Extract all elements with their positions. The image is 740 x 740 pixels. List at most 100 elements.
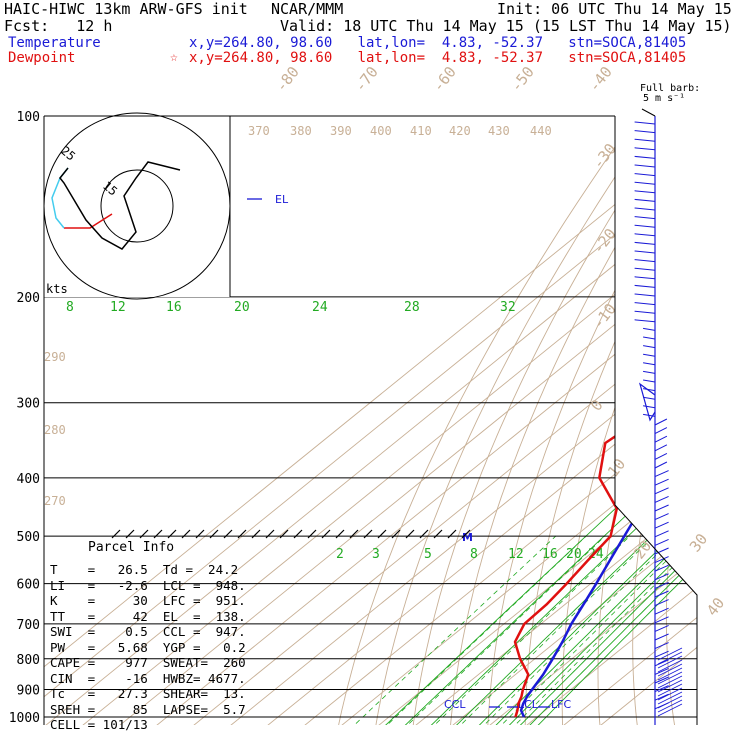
mixing-ratio-label: 5	[424, 547, 432, 562]
parcel-info-row: K = 30 LFC = 951.	[50, 593, 246, 608]
wind-barb	[634, 293, 656, 297]
wind-barb	[634, 216, 656, 220]
mixing-ratio-label: 24	[588, 547, 604, 562]
wind-barb	[654, 607, 669, 615]
parcel-info-row: CAPE = 977 SWEAT= 260	[50, 655, 246, 670]
dry-adiabat-line	[731, 89, 740, 730]
wind-barb	[654, 470, 669, 478]
freezing-level-hatch	[391, 529, 401, 539]
freezing-level-hatch	[363, 529, 373, 539]
isotherm-label: -40	[585, 63, 616, 95]
parcel-info-row: PW = 5.68 YGP = 0.2	[50, 639, 246, 655]
wind-barb	[654, 693, 669, 701]
theta-label: 380	[290, 124, 312, 138]
star-icon: ☆	[170, 50, 178, 65]
wind-barb	[634, 130, 656, 134]
wind-speed-unit: kts	[46, 282, 68, 296]
init-time: Init: 06 UTC Thu 14 May 15	[497, 0, 732, 18]
temperature-location: x,y=264.80, 98.60 lat,lon= 4.83, -52.37 …	[189, 35, 687, 51]
wind-barb	[638, 382, 656, 422]
mixing-ratio-line	[400, 296, 697, 725]
wind-barb	[654, 624, 669, 632]
wind-barb	[634, 250, 656, 254]
forecast-hour: Fcst: 12 h	[4, 17, 113, 35]
isotherm-line	[335, 116, 697, 725]
freezing-level-hatch	[265, 529, 275, 539]
dry-adiabat-line	[374, 116, 676, 725]
freezing-level-hatch	[125, 529, 135, 539]
mixing-ratio-line	[504, 296, 697, 725]
isotherm-label: 20	[630, 537, 655, 562]
mixing-ratio-label: 8	[470, 547, 478, 562]
wind-barb	[654, 685, 669, 693]
wind-barb	[634, 310, 656, 314]
wind-barb	[654, 667, 669, 675]
isotherm-line	[409, 116, 697, 725]
wind-barb	[643, 370, 656, 374]
wind-barb	[634, 302, 656, 306]
mixing-ratio-line	[426, 296, 697, 725]
chart-title: HAIC-HIWC 13km ARW-GFS init	[4, 0, 248, 18]
wind-barb	[643, 396, 656, 400]
freezing-level-hatch	[279, 529, 289, 539]
pressure-tick-label: 300	[17, 397, 40, 412]
pressure-tick-label: 500	[17, 530, 40, 545]
temperature-legend: Temperature	[8, 35, 101, 51]
wind-barb	[634, 233, 656, 237]
mixing-ratio-label: 20	[234, 300, 250, 315]
parcel-info-row: TT = 42 EL = 138.	[50, 608, 246, 624]
wind-barb	[634, 190, 656, 194]
wind-barb	[654, 435, 668, 443]
wind-barb	[657, 675, 683, 689]
wind-barb	[654, 599, 669, 607]
wind-barb	[643, 345, 656, 349]
wind-barb	[657, 663, 683, 677]
wind-barb	[654, 676, 669, 684]
pressure-tick-label: 200	[17, 291, 40, 306]
m-marker-label: M	[462, 531, 473, 544]
wind-barb	[654, 642, 669, 650]
theta-label: 440	[530, 124, 552, 138]
theta-label: 290	[44, 350, 66, 364]
wind-barb	[634, 224, 656, 228]
pressure-tick-label: 900	[17, 683, 40, 698]
hodograph-ring	[100, 169, 174, 243]
moist-adiabat-line	[510, 535, 697, 725]
wind-barb	[654, 564, 669, 572]
wind-barb	[634, 164, 656, 168]
mixing-ratio-line	[533, 296, 697, 725]
isotherm-line	[594, 116, 697, 725]
wind-barb	[654, 547, 669, 555]
freezing-level-hatch	[461, 529, 471, 539]
model-org: NCAR/MMM	[271, 0, 344, 18]
wind-barb	[654, 633, 669, 641]
isotherm-line	[187, 116, 697, 725]
parcel-info-row: T = 26.5 Td = 24.2	[50, 562, 239, 577]
dry-adiabat-line	[412, 116, 694, 725]
wind-barb	[657, 651, 683, 665]
isotherm-label: -70	[351, 63, 382, 95]
isotherm-line	[446, 116, 697, 725]
level-label-el: EL	[275, 193, 289, 206]
isotherm-line	[372, 116, 697, 725]
dewpoint-legend: Dewpoint	[8, 50, 76, 66]
dry-adiabat-line	[524, 116, 697, 725]
isotherm-line	[520, 116, 697, 725]
wind-barb	[634, 319, 656, 323]
wind-barb	[654, 504, 669, 512]
wind-barb	[654, 556, 669, 564]
wind-barb	[654, 495, 669, 503]
moist-adiabat-line	[349, 535, 557, 725]
wind-barb	[634, 121, 656, 125]
theta-label: 280	[44, 423, 66, 437]
wind-barb	[634, 207, 656, 211]
wind-barb	[654, 444, 668, 452]
freezing-level-hatch	[419, 529, 429, 539]
barb-legend-pointer	[641, 108, 656, 117]
freezing-level-hatch	[251, 529, 261, 539]
mixing-ratio-line	[515, 296, 697, 725]
freezing-level-hatch	[335, 529, 345, 539]
moist-adiabat-line	[402, 535, 606, 725]
isotherm-label: 30	[686, 530, 711, 555]
wind-barb	[654, 427, 668, 435]
